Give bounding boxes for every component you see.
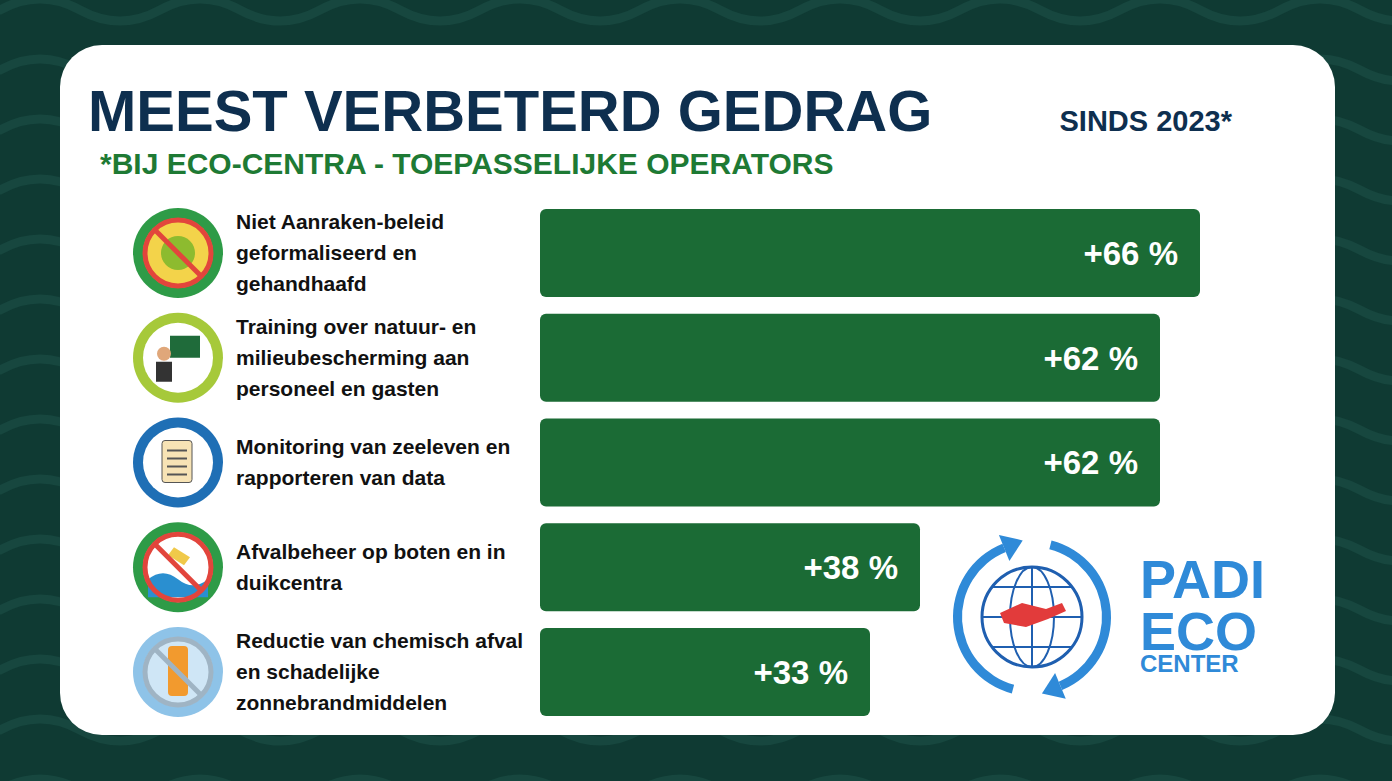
data-label: +33 % [754, 654, 849, 691]
card [60, 45, 1335, 735]
bar [540, 209, 1200, 297]
icons [133, 208, 223, 717]
icon [133, 418, 223, 508]
icon [133, 522, 223, 612]
data-label: +38 % [804, 549, 899, 586]
category-label-line: Training over natuur- en [236, 315, 482, 338]
data-label: +66 % [1084, 235, 1179, 272]
background [0, 0, 1392, 781]
category-label-line: en schadelijke [236, 660, 385, 683]
icon-ring [133, 208, 223, 298]
icon-inner [143, 637, 213, 707]
icon-inner [143, 218, 213, 288]
data-label: +62 % [1044, 444, 1139, 481]
icon-shape [162, 441, 192, 483]
logo-arrowhead [1042, 673, 1066, 699]
category-label: Training over natuur- en milieubeschermi… [236, 315, 482, 400]
category-label: Afvalbeheer op boten en in duikcentra [236, 540, 511, 594]
chart-root: SINDS 2023* MEEST VERBETERD GEDRAG *BIJ EC… [0, 0, 1392, 781]
category-label-line: Reductie van chemisch afval [236, 629, 529, 652]
icon-shape [167, 474, 187, 476]
icon-prohibit [155, 649, 201, 695]
logo-text: CENTER [1140, 650, 1239, 677]
category-label-line: Afvalbeheer op boten en in [236, 540, 511, 563]
category-label: Reductie van chemisch afval en schadelij… [236, 629, 529, 714]
icon-shape [167, 466, 187, 468]
icon-prohibit [145, 220, 211, 286]
icon-shape [156, 362, 172, 382]
category-label-line: Monitoring van zeeleven en [236, 435, 516, 458]
pattern-line [0, 0, 1392, 21]
data-labels: +66 % +62 % +62 % +38 % +33 % [754, 235, 1179, 691]
background-pattern [0, 0, 1392, 781]
pattern-line [0, 779, 1392, 781]
subtitle: *BIJ ECO-CENTRA - TOEPASSELIJKE OPERATOR… [100, 147, 833, 180]
logo-text: PADI [1140, 549, 1265, 609]
category-label-line: gehandhaafd [236, 272, 367, 295]
category-label-line: milieubescherming aan [236, 346, 475, 369]
bar [540, 314, 1160, 402]
bars [540, 209, 1200, 716]
icon-shape [167, 458, 187, 460]
icon [133, 313, 223, 403]
icon-prohibit [155, 544, 201, 590]
icon-shape [157, 347, 171, 361]
bar [540, 523, 920, 611]
category-labels: Niet Aanraken-beleid geformaliseerd en g… [236, 210, 529, 714]
logo-globe [982, 567, 1082, 667]
category-label: Niet Aanraken-beleid geformaliseerd en g… [236, 210, 450, 295]
category-label-line: geformaliseerd en [236, 241, 423, 264]
category-label-line: zonnebrandmiddelen [236, 691, 447, 714]
icon-ring [133, 313, 223, 403]
logo-diver [1000, 603, 1066, 627]
annotation: SINDS 2023* [1060, 105, 1233, 137]
data-label: +62 % [1044, 340, 1139, 377]
category-label-line: personeel en gasten [236, 377, 439, 400]
category-label-line: rapporteren van data [236, 466, 445, 489]
icon-ring [133, 522, 223, 612]
icon-prohibit [155, 230, 201, 276]
icon-inner [143, 428, 213, 498]
icon-shape [167, 450, 187, 452]
logo-arrowhead [999, 535, 1023, 561]
category-label: Monitoring van zeeleven en rapporteren v… [236, 435, 516, 489]
icon-ring [133, 627, 223, 717]
category-label-line: duikcentra [236, 571, 343, 594]
title: MEEST VERBETERD GEDRAG [88, 78, 932, 143]
icon-ring [133, 418, 223, 508]
icon-inner [143, 532, 213, 602]
icon-prohibit [145, 639, 211, 705]
icon-inner [143, 323, 213, 393]
icon-shape [170, 336, 200, 358]
icon [133, 208, 223, 298]
bar [540, 419, 1160, 507]
bar [540, 628, 870, 716]
logo [953, 535, 1111, 699]
icon [133, 627, 223, 717]
icon-prohibit [145, 534, 211, 600]
category-label-line: Niet Aanraken-beleid [236, 210, 450, 233]
